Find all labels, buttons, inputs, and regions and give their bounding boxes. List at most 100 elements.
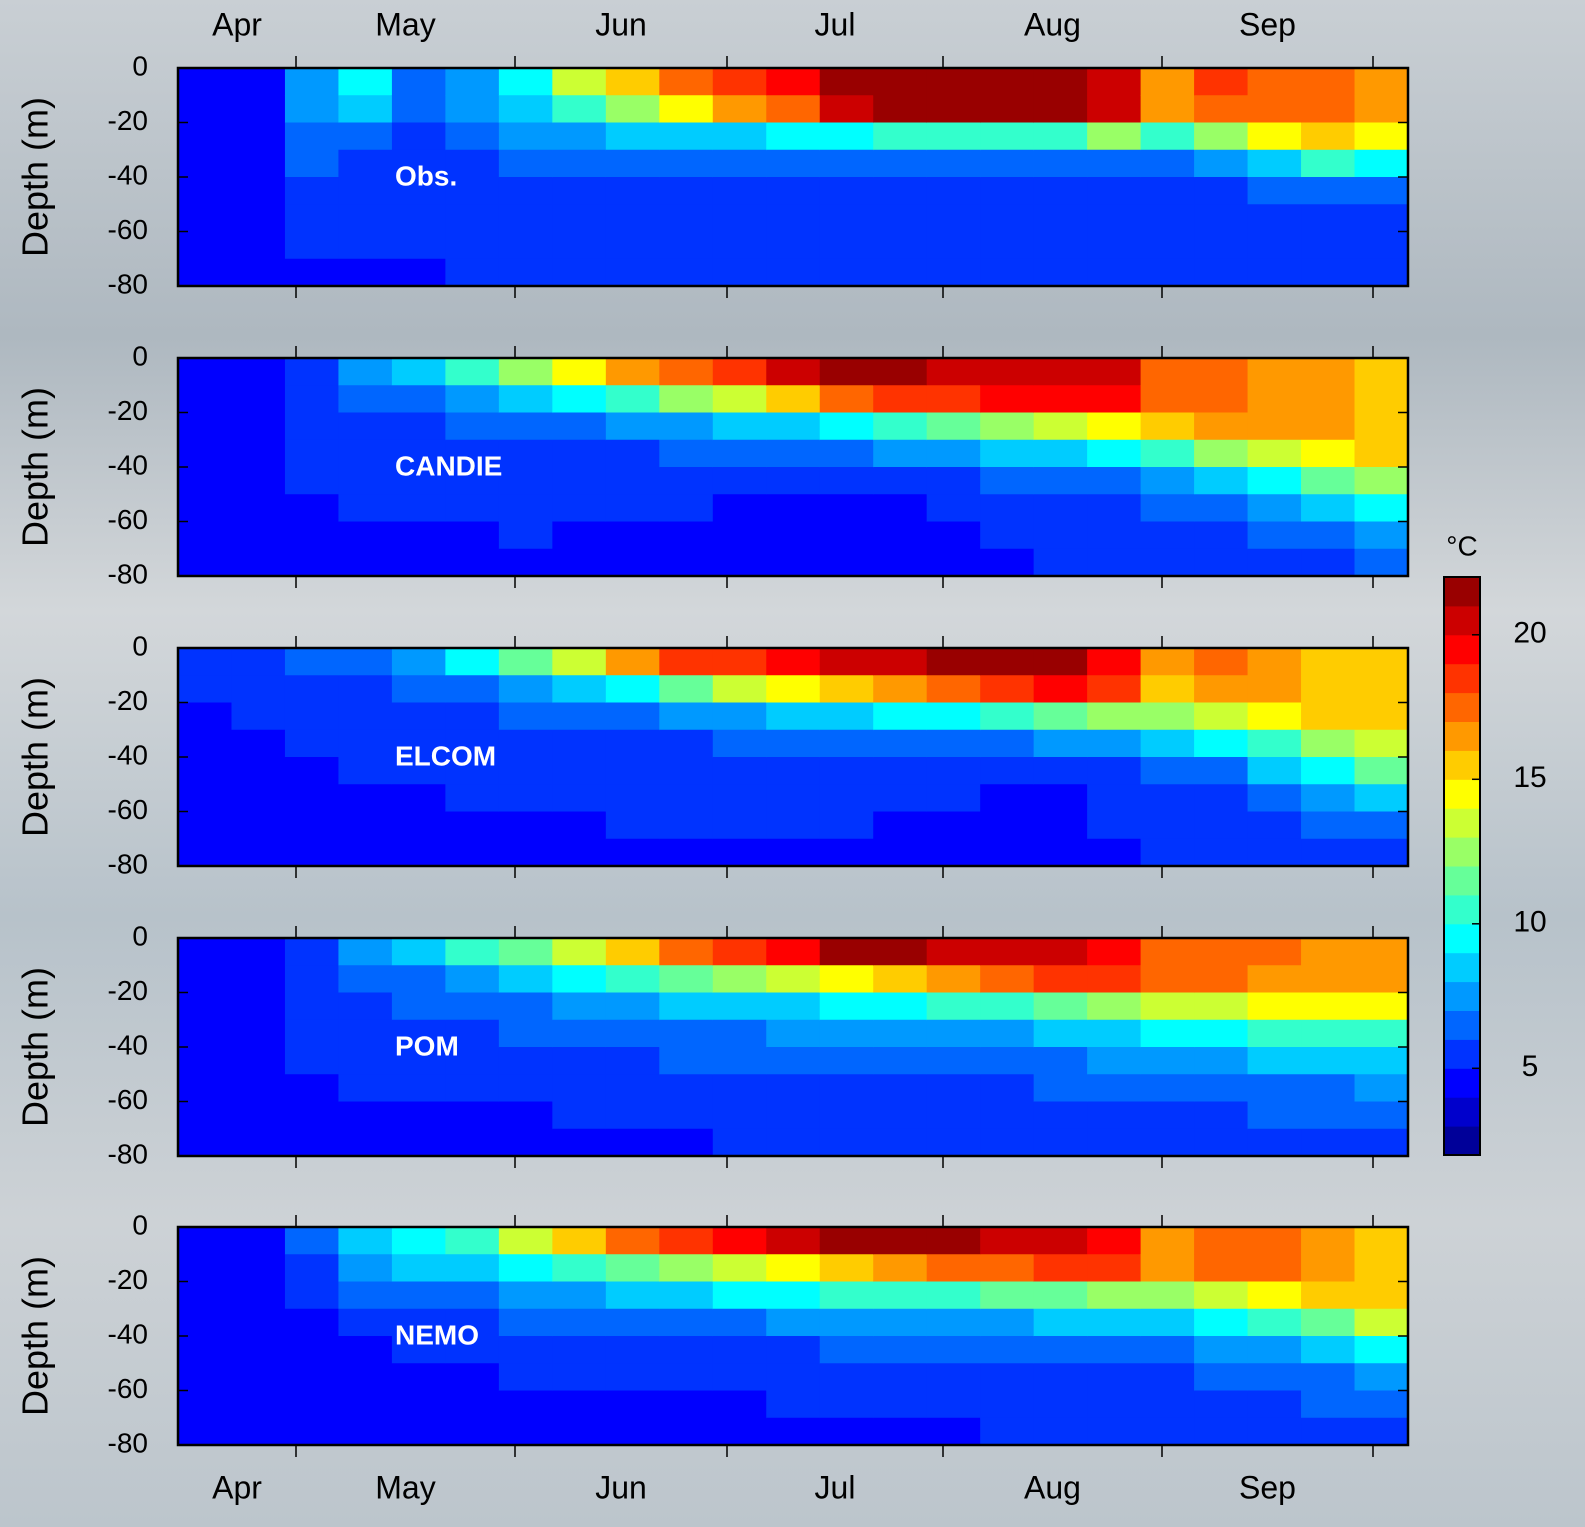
- heat-cell: [1248, 730, 1302, 758]
- heat-cell: [285, 1047, 339, 1075]
- chart: 0-20-40-60-80Depth (m)Obs.0-20-40-60-80D…: [0, 0, 1585, 1527]
- heat-cell: [659, 95, 713, 123]
- colorbar-segment: [1444, 1097, 1480, 1126]
- heat-cell: [1034, 1227, 1088, 1255]
- heat-cell: [392, 413, 446, 441]
- heat-cell: [499, 358, 553, 386]
- y-tick-label: 0: [132, 50, 148, 81]
- heat-cell: [499, 467, 553, 495]
- heat-cell: [392, 123, 446, 151]
- heat-cell: [499, 993, 553, 1021]
- heat-cell: [606, 703, 660, 731]
- heat-cell: [980, 1336, 1034, 1364]
- heat-cell: [285, 1282, 339, 1310]
- heat-cell: [1034, 965, 1088, 993]
- heat-cell: [338, 413, 392, 441]
- heat-cell: [1087, 1047, 1141, 1075]
- heat-cell: [231, 204, 285, 232]
- heat-cell: [1301, 522, 1355, 550]
- heat-cell: [1248, 95, 1302, 123]
- heat-cell: [231, 1391, 285, 1419]
- heat-cell: [1355, 839, 1409, 867]
- panel-label: Obs.: [395, 160, 457, 191]
- heat-cell: [338, 1363, 392, 1391]
- heat-cell: [659, 1418, 713, 1446]
- heat-cell: [1355, 1282, 1409, 1310]
- heat-cell: [392, 648, 446, 676]
- heat-cell: [178, 1254, 232, 1282]
- heat-cell: [713, 1129, 767, 1157]
- heat-cell: [445, 358, 499, 386]
- heat-cell: [606, 1020, 660, 1048]
- heat-cell: [1194, 385, 1248, 413]
- heat-cell: [820, 494, 874, 522]
- heat-cell: [713, 812, 767, 840]
- heat-cell: [980, 812, 1034, 840]
- heat-cell: [927, 467, 981, 495]
- heat-cell: [445, 259, 499, 287]
- heat-cell: [178, 467, 232, 495]
- heat-cell: [1355, 675, 1409, 703]
- heat-cell: [1034, 703, 1088, 731]
- heat-cell: [1087, 703, 1141, 731]
- heat-cell: [445, 522, 499, 550]
- heat-cell: [499, 703, 553, 731]
- colorbar-tick-label: 15: [1513, 761, 1546, 794]
- heat-cell: [552, 1363, 606, 1391]
- heat-cell: [1355, 150, 1409, 178]
- heat-cell: [927, 1418, 981, 1446]
- heat-cell: [820, 549, 874, 577]
- heat-cell: [552, 358, 606, 386]
- heat-cell: [1141, 232, 1195, 260]
- heat-cell: [1034, 494, 1088, 522]
- heat-cell: [820, 123, 874, 151]
- heat-cell: [178, 413, 232, 441]
- heat-cell: [231, 1418, 285, 1446]
- heat-cell: [499, 1102, 553, 1130]
- heat-cell: [552, 1074, 606, 1102]
- heat-cell: [231, 358, 285, 386]
- heat-cell: [1034, 757, 1088, 785]
- heat-cell: [927, 95, 981, 123]
- heat-cell: [1034, 730, 1088, 758]
- heat-cell: [820, 703, 874, 731]
- heat-cell: [820, 938, 874, 966]
- y-axis-label: Depth (m): [15, 677, 56, 837]
- heat-cell: [285, 784, 339, 812]
- heat-cell: [820, 993, 874, 1021]
- heat-cell: [499, 812, 553, 840]
- heat-cell: [927, 703, 981, 731]
- heat-cell: [820, 648, 874, 676]
- heat-cell: [338, 1074, 392, 1102]
- y-tick-label: 0: [132, 920, 148, 951]
- heat-cell: [927, 1336, 981, 1364]
- heat-cell: [713, 1102, 767, 1130]
- heat-cell: [766, 1074, 820, 1102]
- heat-cell: [873, 1336, 927, 1364]
- heat-cell: [1355, 812, 1409, 840]
- heat-cell: [392, 1129, 446, 1157]
- heat-cell: [713, 177, 767, 205]
- heat-cell: [499, 549, 553, 577]
- heat-cell: [1141, 95, 1195, 123]
- heat-cell: [552, 1102, 606, 1130]
- heat-cell: [338, 522, 392, 550]
- heat-cell: [392, 1102, 446, 1130]
- colorbar-segment: [1444, 924, 1480, 953]
- heat-cell: [1087, 1391, 1141, 1419]
- heat-cell: [1034, 440, 1088, 468]
- heat-cell: [766, 1363, 820, 1391]
- heat-cell: [659, 1282, 713, 1310]
- heat-cell: [178, 1102, 232, 1130]
- heat-cell: [1301, 204, 1355, 232]
- heat-cell: [1248, 413, 1302, 441]
- heat-cell: [1248, 1020, 1302, 1048]
- heat-cell: [552, 68, 606, 96]
- heat-cell: [1087, 993, 1141, 1021]
- heat-cell: [178, 1363, 232, 1391]
- heat-cell: [499, 1309, 553, 1337]
- x-tick-label: Aug: [1024, 6, 1081, 42]
- heat-cell: [980, 1363, 1034, 1391]
- heat-cell: [659, 1336, 713, 1364]
- heat-cell: [178, 938, 232, 966]
